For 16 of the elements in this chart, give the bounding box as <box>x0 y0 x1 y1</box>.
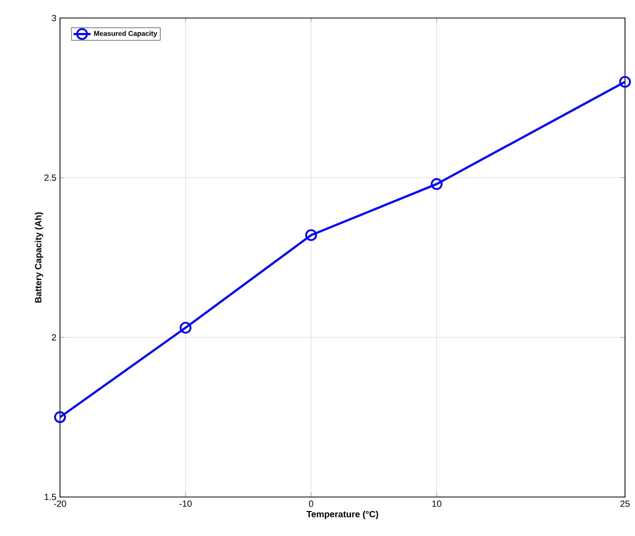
point <box>430 178 443 190</box>
point <box>54 411 66 424</box>
y-tick-label: 1.5 <box>44 494 56 500</box>
point <box>619 76 631 88</box>
x-tick-label: -20 <box>54 500 66 507</box>
x-tick-label: -10 <box>179 500 192 507</box>
x-tick-label: 10 <box>432 500 442 507</box>
y-tick-label: 2.5 <box>44 174 56 181</box>
x-tick-label: 0 <box>308 500 314 507</box>
y-tick-label: 3 <box>52 14 56 22</box>
x-axis-title: Temperature (°C) <box>306 510 378 520</box>
point <box>305 229 317 242</box>
point <box>180 322 192 334</box>
x-tick-label: 25 <box>620 500 630 507</box>
y-axis-title: Battery Capacity (Ah) <box>34 212 44 302</box>
y-tick-label: 2 <box>52 334 56 340</box>
